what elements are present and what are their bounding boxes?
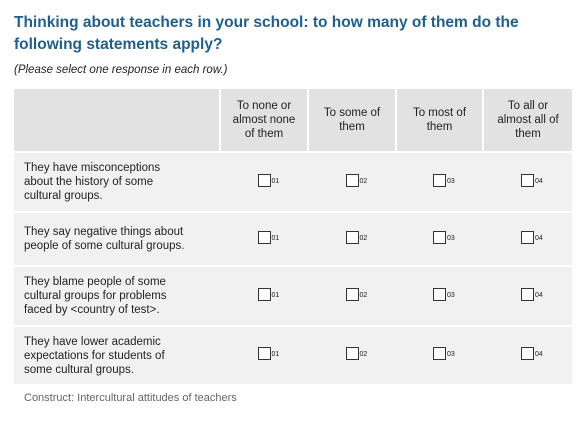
checkbox[interactable]: 04	[521, 173, 543, 187]
option-code: 01	[271, 234, 280, 242]
option-cell: 03	[396, 265, 483, 326]
option-code: 02	[359, 177, 368, 185]
header-row: To none or almost none of them To some of…	[14, 89, 572, 152]
option-cell: 03	[396, 325, 483, 384]
option-code: 02	[359, 234, 368, 242]
checkbox[interactable]: 04	[521, 347, 543, 360]
option-code: 01	[271, 291, 280, 299]
statement: They have lower academic expectations fo…	[14, 325, 220, 384]
row: They have lower academic expectations fo…	[14, 325, 572, 384]
option-cell: 01	[220, 211, 308, 266]
row: They say negative things about people of…	[14, 211, 572, 266]
option-cell: 03	[396, 151, 483, 212]
statement: They say negative things about people of…	[14, 211, 220, 266]
column-header: To some of them	[308, 89, 397, 152]
option-code: 04	[535, 351, 543, 358]
option-cell: 04	[483, 151, 572, 212]
question-table: To none or almost none of them To some of…	[14, 89, 572, 384]
option-cell: 01	[220, 265, 308, 326]
instruction: (Please select one response in each row.…	[14, 64, 228, 76]
option-code: 01	[271, 351, 280, 358]
checkbox[interactable]: 02	[345, 287, 367, 301]
checkbox[interactable]: 01	[257, 230, 279, 244]
row: They blame people of some cultural group…	[14, 265, 572, 326]
option-cell: 01	[220, 151, 308, 212]
checkbox[interactable]: 01	[257, 287, 279, 301]
checkbox[interactable]: 03	[433, 230, 455, 244]
option-cell: 03	[396, 211, 483, 266]
option-cell: 04	[483, 211, 572, 266]
title: Thinking about teachers in your school: …	[14, 14, 519, 53]
checkbox[interactable]: 03	[433, 287, 455, 301]
option-code: 02	[359, 291, 368, 299]
option-code: 03	[447, 234, 455, 242]
option-code: 04	[535, 291, 543, 299]
column-header: To none or almost none of them	[220, 89, 309, 152]
option-code: 01	[271, 177, 280, 185]
footer-note: Construct: Intercultural attitudes of te…	[24, 392, 237, 404]
option-cell: 02	[308, 151, 396, 212]
option-cell: 01	[220, 325, 308, 384]
statement: They blame people of some cultural group…	[14, 265, 220, 326]
option-cell: 04	[483, 265, 572, 326]
column-header: To all or almost all of them	[483, 89, 572, 152]
checkbox[interactable]: 02	[345, 173, 367, 187]
checkbox[interactable]: 02	[345, 230, 367, 244]
option-code: 02	[359, 351, 368, 358]
header-blank	[14, 89, 221, 152]
option-cell: 02	[308, 265, 396, 326]
checkbox[interactable]: 04	[521, 287, 543, 301]
checkbox[interactable]: 02	[345, 347, 367, 360]
checkbox[interactable]: 03	[433, 347, 455, 360]
checkbox[interactable]: 03	[433, 173, 455, 187]
checkbox[interactable]: 01	[257, 347, 279, 360]
option-code: 04	[535, 177, 543, 185]
row: They have misconceptions about the histo…	[14, 151, 572, 212]
column-header: To most of them	[396, 89, 484, 152]
option-code: 03	[447, 177, 455, 185]
option-code: 04	[535, 234, 543, 242]
option-cell: 04	[483, 325, 572, 384]
option-cell: 02	[308, 325, 396, 384]
checkbox[interactable]: 01	[257, 173, 279, 187]
option-code: 03	[447, 351, 455, 358]
option-code: 03	[447, 291, 455, 299]
statement: They have misconceptions about the histo…	[14, 151, 220, 212]
checkbox[interactable]: 04	[521, 230, 543, 244]
option-cell: 02	[308, 211, 396, 266]
